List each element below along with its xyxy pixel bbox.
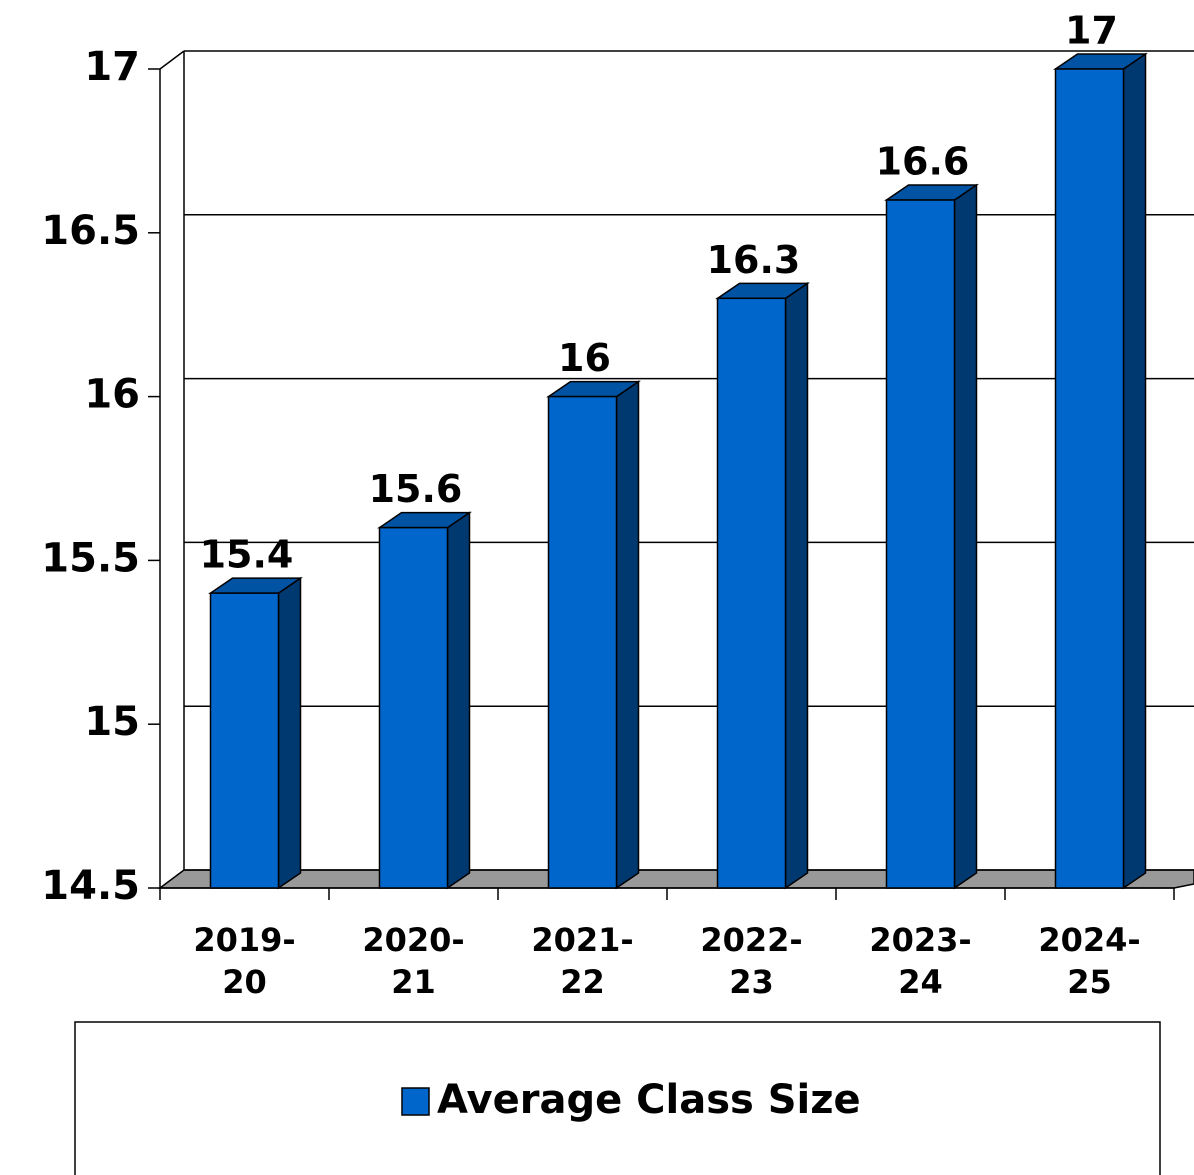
- floor: [157, 869, 1194, 889]
- x-tick-label: 2024-25: [1038, 921, 1140, 1001]
- bar-side: [784, 281, 809, 890]
- value-label: 15.4: [200, 533, 294, 577]
- value-label: 16: [558, 336, 611, 380]
- y-tick-label: 14.5: [41, 863, 140, 909]
- legend-label: Average Class Size: [437, 1077, 861, 1123]
- x-tick-label: 2023-24: [869, 921, 971, 1001]
- legend-box: [74, 1021, 1161, 1175]
- bar-side: [953, 183, 978, 890]
- x-tick-label: 2022-23: [700, 921, 802, 1001]
- x-tick-label: 2020-21: [362, 921, 464, 1001]
- bar: [1054, 68, 1125, 889]
- legend-swatch: [401, 1087, 430, 1116]
- y-tick-label: 17: [84, 44, 140, 90]
- bar: [885, 199, 956, 889]
- bar: [716, 297, 787, 889]
- bar: [547, 395, 618, 889]
- bar-side: [446, 511, 471, 890]
- bar: [378, 526, 449, 889]
- bar-side: [1122, 52, 1147, 890]
- value-label: 15.6: [369, 467, 463, 511]
- y-tick-label: 15.5: [41, 535, 140, 581]
- value-label: 16.3: [707, 238, 801, 282]
- y-tick-label: 16: [84, 372, 140, 418]
- bar-side: [277, 576, 302, 890]
- x-tick-label: 2021-22: [531, 921, 633, 1001]
- y-tick-label: 15: [84, 699, 140, 745]
- bar-side: [615, 380, 640, 890]
- bar: [209, 592, 280, 889]
- value-label: 17: [1065, 9, 1118, 53]
- value-label: 16.6: [876, 140, 970, 184]
- wall-top-edge: [159, 50, 185, 70]
- y-tick-label: 16.5: [41, 208, 140, 254]
- x-tick-label: 2019-20: [193, 921, 295, 1001]
